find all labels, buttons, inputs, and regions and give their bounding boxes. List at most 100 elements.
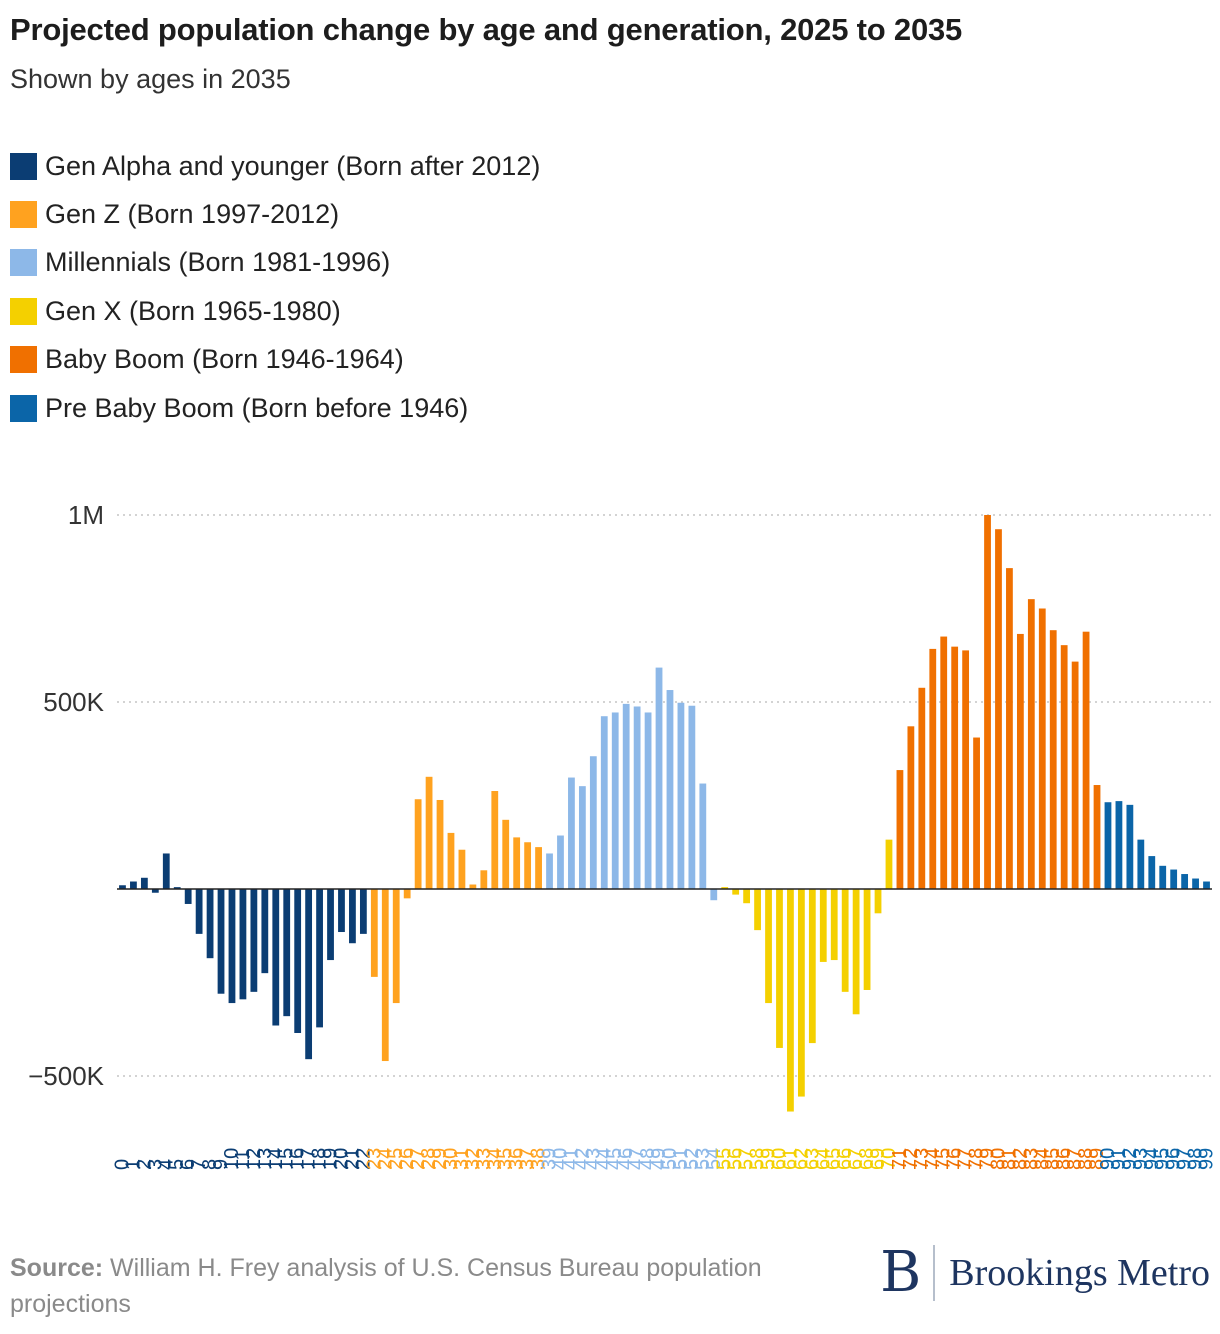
x-tick-label: 11 bbox=[232, 1149, 254, 1170]
legend-item-millennials: Millennials (Born 1981-1996) bbox=[10, 239, 540, 287]
x-tick-label: 73 bbox=[911, 1148, 933, 1170]
bar-age-52 bbox=[688, 705, 696, 889]
x-tick-label: 47 bbox=[626, 1148, 648, 1170]
x-tick-label: 9 bbox=[210, 1159, 232, 1170]
bar-age-17 bbox=[305, 889, 313, 1060]
bar-age-10 bbox=[228, 889, 236, 1004]
legend-swatch bbox=[10, 394, 37, 422]
x-tick-label: 1 bbox=[122, 1159, 144, 1170]
bar-age-79 bbox=[984, 515, 991, 889]
bar-age-20 bbox=[338, 889, 345, 933]
x-tick-label: 37 bbox=[517, 1148, 539, 1170]
axes: 1M500K−500K01234567891011121314151617181… bbox=[28, 500, 1217, 1170]
bar-age-3 bbox=[151, 889, 159, 893]
x-tick-label: 79 bbox=[977, 1148, 999, 1170]
legend-item-gen-x: Gen X (Born 1965-1980) bbox=[10, 287, 540, 335]
x-tick-label: 32 bbox=[462, 1148, 484, 1170]
x-tick-label: 98 bbox=[1185, 1148, 1207, 1170]
x-tick-label: 93 bbox=[1130, 1148, 1152, 1170]
bar-age-56 bbox=[732, 889, 740, 895]
gridlines bbox=[117, 514, 1212, 1077]
bar-age-71 bbox=[896, 770, 904, 889]
x-tick-label: 28 bbox=[418, 1148, 440, 1170]
x-tick-label: 51 bbox=[670, 1148, 692, 1170]
bar-age-0 bbox=[119, 885, 126, 889]
legend-swatch bbox=[10, 152, 37, 180]
legend-label: Pre Baby Boom (Born before 1946) bbox=[45, 392, 469, 423]
source-note: Source: William H. Frey analysis of U.S.… bbox=[10, 1250, 770, 1322]
x-tick-label: 59 bbox=[758, 1148, 780, 1170]
bar-age-60 bbox=[776, 889, 783, 1048]
x-tick-label: 27 bbox=[407, 1148, 429, 1170]
bar-chart: 1M500K−500K01234567891011121314151617181… bbox=[28, 500, 1217, 1170]
x-tick-label: 88 bbox=[1075, 1148, 1097, 1170]
x-tick-label: 21 bbox=[341, 1148, 363, 1170]
x-tick-label: 5 bbox=[166, 1159, 188, 1170]
x-tick-label: 14 bbox=[265, 1148, 287, 1170]
bar-age-92 bbox=[1126, 804, 1134, 889]
legend-item-gen-alpha: Gen Alpha and younger (Born after 2012) bbox=[10, 142, 540, 190]
legend: Gen Alpha and younger (Born after 2012) … bbox=[10, 142, 540, 432]
x-tick-label: 81 bbox=[998, 1148, 1020, 1170]
bar-age-1 bbox=[130, 881, 137, 889]
x-tick-label: 34 bbox=[484, 1148, 506, 1170]
x-tick-label: 95 bbox=[1152, 1148, 1174, 1170]
bar-age-85 bbox=[1049, 630, 1057, 889]
bar-age-13 bbox=[261, 889, 269, 974]
bar-age-39 bbox=[546, 853, 553, 889]
bar-age-96 bbox=[1170, 869, 1178, 889]
bars bbox=[119, 515, 1210, 1112]
bar-age-46 bbox=[622, 703, 630, 889]
bar-age-44 bbox=[600, 716, 608, 889]
bar-age-76 bbox=[951, 646, 959, 889]
bar-age-78 bbox=[973, 737, 980, 889]
bar-age-36 bbox=[513, 837, 521, 889]
bar-age-82 bbox=[1016, 633, 1024, 889]
x-tick-label: 62 bbox=[790, 1148, 812, 1170]
x-tick-label: 70 bbox=[878, 1148, 900, 1170]
logo-text: Brookings Metro bbox=[949, 1251, 1210, 1294]
x-tick-label: 50 bbox=[659, 1148, 681, 1170]
x-tick-label: 13 bbox=[254, 1148, 276, 1170]
x-tick-label: 49 bbox=[648, 1148, 670, 1170]
x-tick-label: 66 bbox=[834, 1148, 856, 1170]
bar-age-73 bbox=[918, 687, 926, 889]
x-tick-label: 91 bbox=[1108, 1148, 1130, 1170]
x-tick-label: 30 bbox=[440, 1148, 462, 1170]
bar-age-45 bbox=[611, 712, 619, 889]
x-tick-label: 82 bbox=[1009, 1148, 1031, 1170]
x-tick-label: 71 bbox=[889, 1148, 911, 1170]
bar-age-48 bbox=[644, 712, 652, 889]
bar-age-29 bbox=[436, 799, 444, 889]
x-tick-label: 78 bbox=[966, 1148, 988, 1170]
y-tick-label: 1M bbox=[68, 500, 104, 530]
bar-age-94 bbox=[1148, 856, 1156, 889]
x-tick-label: 46 bbox=[615, 1148, 637, 1170]
bar-age-57 bbox=[743, 889, 751, 904]
bar-age-88 bbox=[1082, 631, 1090, 889]
x-tick-label: 61 bbox=[779, 1148, 801, 1170]
x-tick-label: 65 bbox=[823, 1148, 845, 1170]
bar-age-68 bbox=[863, 889, 871, 990]
x-tick-label: 20 bbox=[330, 1148, 352, 1170]
bar-age-58 bbox=[754, 889, 761, 931]
bar-age-74 bbox=[929, 648, 937, 889]
legend-swatch bbox=[10, 201, 37, 229]
x-tick-label: 77 bbox=[955, 1148, 977, 1170]
bar-age-83 bbox=[1027, 599, 1035, 889]
bar-age-31 bbox=[458, 849, 466, 889]
x-tick-label: 85 bbox=[1042, 1148, 1064, 1170]
bar-age-6 bbox=[184, 889, 192, 904]
x-tick-label: 89 bbox=[1086, 1148, 1108, 1170]
x-tick-label: 54 bbox=[703, 1148, 725, 1170]
bar-age-40 bbox=[557, 835, 564, 889]
y-tick-label: −500K bbox=[28, 1061, 105, 1091]
bar-age-30 bbox=[447, 832, 455, 889]
x-tick-label: 12 bbox=[243, 1148, 265, 1170]
bar-age-61 bbox=[787, 889, 794, 1112]
bar-age-5 bbox=[173, 887, 181, 889]
bar-age-28 bbox=[425, 776, 433, 889]
bar-age-69 bbox=[874, 889, 882, 914]
x-tick-label: 92 bbox=[1119, 1148, 1141, 1170]
x-tick-label: 48 bbox=[637, 1148, 659, 1170]
